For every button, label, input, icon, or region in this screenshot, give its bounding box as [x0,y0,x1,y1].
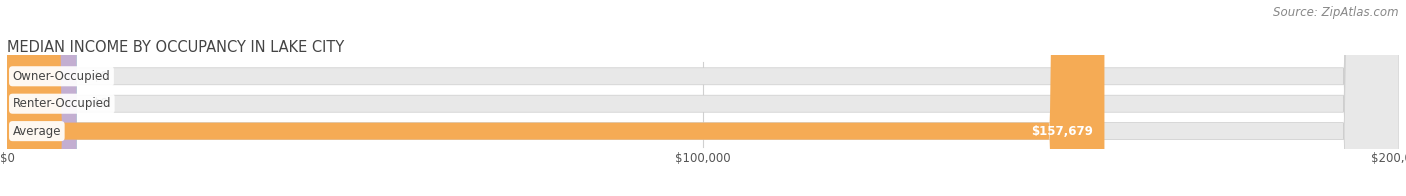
FancyBboxPatch shape [7,0,1105,196]
Text: $0: $0 [93,97,108,110]
FancyBboxPatch shape [7,0,1399,196]
FancyBboxPatch shape [7,0,1399,196]
Text: MEDIAN INCOME BY OCCUPANCY IN LAKE CITY: MEDIAN INCOME BY OCCUPANCY IN LAKE CITY [7,40,344,55]
FancyBboxPatch shape [7,0,77,196]
Text: Owner-Occupied: Owner-Occupied [13,70,110,83]
Text: Source: ZipAtlas.com: Source: ZipAtlas.com [1274,6,1399,19]
Text: Renter-Occupied: Renter-Occupied [13,97,111,110]
FancyBboxPatch shape [7,0,77,196]
Text: Average: Average [13,125,60,138]
Text: $0: $0 [93,70,108,83]
FancyBboxPatch shape [7,0,1399,196]
Text: $157,679: $157,679 [1032,125,1094,138]
